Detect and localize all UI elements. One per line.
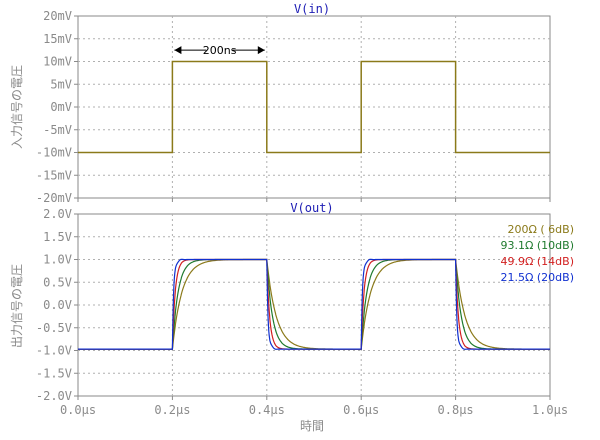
vout-trace-3 — [78, 258, 550, 350]
legend-entry: 21.5Ω (20dB) — [500, 271, 574, 284]
vout-trace-0 — [78, 258, 550, 350]
vin-ytick-label: -20mV — [36, 191, 72, 205]
vin-plot-title: V(in) — [294, 2, 330, 16]
vin-ytick-label: -15mV — [36, 168, 72, 182]
annotation-label: 200ns — [203, 44, 237, 57]
legend-entry: 200Ω ( 6dB) — [507, 223, 574, 236]
annotation-arrowhead-left — [174, 46, 182, 55]
x-axis-label: 時間 — [300, 419, 324, 433]
vin-ytick-label: 15mV — [43, 32, 72, 46]
vin-trace — [78, 60, 550, 154]
vin-ytick-label: 20mV — [43, 9, 72, 23]
xtick-label: 0.4µs — [249, 403, 285, 417]
vout-ytick-label: 2.0V — [43, 207, 72, 221]
vout-ytick-label: -1.0V — [36, 344, 72, 358]
vout-ytick-label: -1.5V — [36, 366, 72, 380]
xtick-label: 0.6µs — [343, 403, 379, 417]
legend-entry: 93.1Ω (10dB) — [500, 239, 574, 252]
annotation-arrowhead-right — [257, 46, 265, 55]
vout-ytick-label: 1.5V — [43, 230, 72, 244]
vout-ytick-label: -0.5V — [36, 321, 72, 335]
xtick-label: 0.2µs — [154, 403, 190, 417]
vin-ytick-label: 10mV — [43, 55, 72, 69]
vin-ylabel: 入力信号の電圧 — [10, 65, 24, 149]
vout-ytick-label: 0.0V — [43, 298, 72, 312]
xtick-label: 1.0µs — [532, 403, 568, 417]
xtick-label: 0.0µs — [60, 403, 96, 417]
vout-plot-title: V(out) — [290, 201, 333, 215]
vout-ytick-label: 0.5V — [43, 275, 72, 289]
vout-trace-2 — [78, 258, 550, 350]
vin-ytick-label: 5mV — [50, 77, 72, 91]
legend-entry: 49.9Ω (14dB) — [500, 255, 574, 268]
vin-ytick-label: 0mV — [50, 100, 72, 114]
vout-ytick-label: 1.0V — [43, 253, 72, 267]
vout-trace-1 — [78, 258, 550, 350]
vout-ylabel: 出力信号の電圧 — [10, 264, 24, 348]
vout-ytick-label: -2.0V — [36, 389, 72, 403]
xtick-label: 0.8µs — [438, 403, 474, 417]
vin-ytick-label: -5mV — [43, 123, 72, 137]
vin-ytick-label: -10mV — [36, 146, 72, 160]
